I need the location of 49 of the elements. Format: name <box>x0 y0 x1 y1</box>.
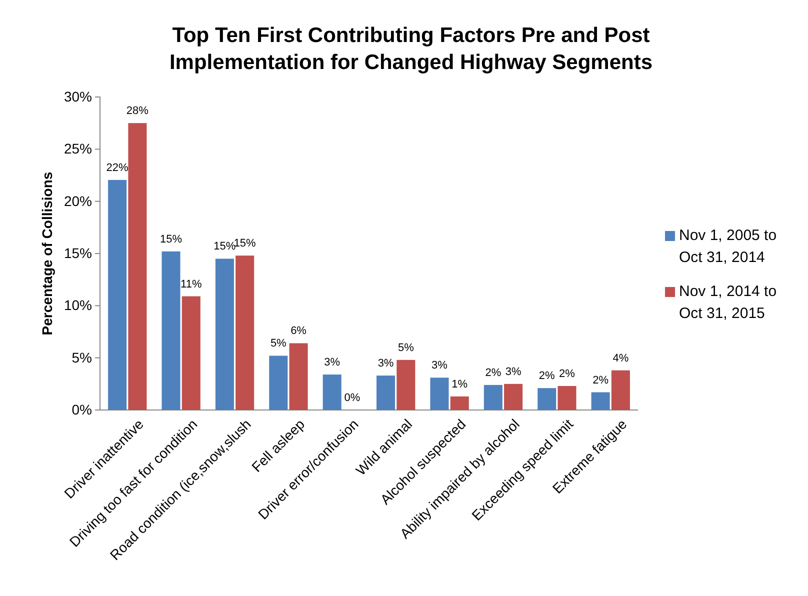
chart-title: Top Ten First Contributing Factors Pre and Post Implementation for Changed Highway Segments <box>169 24 653 74</box>
y-tick-label: 30% <box>64 88 92 104</box>
bar <box>108 180 127 410</box>
data-label: 3% <box>324 356 340 369</box>
data-label: 0% <box>344 392 360 404</box>
data-label: 11% <box>180 278 202 290</box>
bar <box>236 256 254 410</box>
data-label: 3% <box>432 360 448 372</box>
data-label: 6% <box>290 325 307 338</box>
data-label: 4% <box>612 352 629 364</box>
legend-label: Nov 1, 2005 to Oct 31, 2014 <box>679 227 777 266</box>
data-label: 15% <box>160 233 182 246</box>
y-tick-label: 5% <box>72 349 92 366</box>
bar <box>182 296 200 410</box>
bar <box>558 386 576 410</box>
y-tick-label: 25% <box>64 140 92 157</box>
y-axis-title: Percentage of Collisions <box>39 172 55 336</box>
bar <box>376 376 396 410</box>
data-label: 28% <box>126 105 149 118</box>
bar <box>322 374 342 410</box>
bar <box>289 343 308 410</box>
data-label: 3% <box>505 366 522 378</box>
bar <box>269 356 288 410</box>
bar <box>396 360 416 410</box>
data-label: 3% <box>378 358 394 370</box>
y-tick-label: 0% <box>72 401 92 418</box>
bar <box>430 378 449 410</box>
data-label: 5% <box>398 342 414 354</box>
bar <box>128 123 147 410</box>
bar <box>538 388 556 410</box>
bar <box>162 251 180 410</box>
bar <box>611 370 630 410</box>
bar <box>450 396 469 410</box>
data-label: 2% <box>559 368 576 380</box>
y-tick-label: 20% <box>64 192 92 209</box>
data-label: 2% <box>485 366 502 379</box>
data-label: 15% <box>214 240 236 253</box>
legend-label: Nov 1, 2014 to Oct 31, 2015 <box>679 283 777 322</box>
data-label: 22% <box>106 162 129 174</box>
data-label: 1% <box>452 378 468 390</box>
data-label: 2% <box>538 370 556 382</box>
y-tick-label: 10% <box>64 297 92 314</box>
bar <box>591 392 610 410</box>
data-label: 2% <box>592 374 609 386</box>
data-label: 5% <box>270 338 287 350</box>
bar <box>215 258 234 410</box>
bar <box>504 384 523 410</box>
bar <box>484 384 502 410</box>
y-tick-label: 15% <box>64 244 92 261</box>
